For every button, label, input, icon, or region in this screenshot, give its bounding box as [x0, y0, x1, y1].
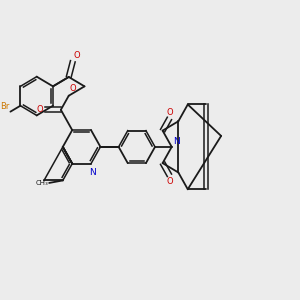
Text: O: O: [74, 51, 80, 60]
Text: N: N: [89, 168, 96, 177]
Text: O: O: [166, 108, 173, 117]
Text: CH₃: CH₃: [35, 180, 48, 186]
Text: O: O: [37, 105, 44, 114]
Text: O: O: [166, 177, 173, 186]
Text: O: O: [70, 84, 76, 93]
Text: N: N: [173, 136, 180, 146]
Text: Br: Br: [0, 102, 10, 111]
